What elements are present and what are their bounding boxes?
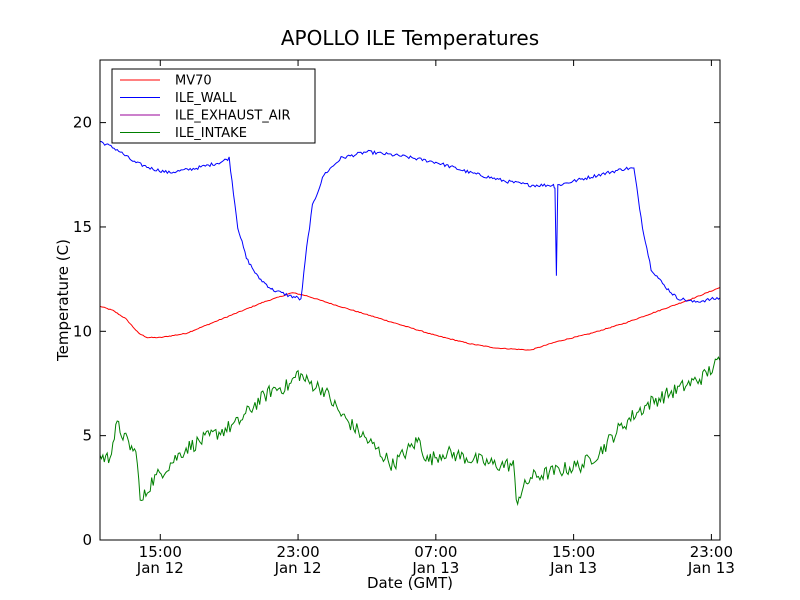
x-tick-date-label: Jan 12 <box>274 559 322 577</box>
plot-frame <box>99 59 721 541</box>
y-tick-label: 10 <box>73 322 92 340</box>
x-tick-date-label: Jan 13 <box>411 559 459 577</box>
y-tick-label: 5 <box>82 427 92 445</box>
x-tick-date-label: Jan 12 <box>136 559 184 577</box>
x-tick-date-label: Jan 13 <box>549 559 597 577</box>
x-axis-label: Date (GMT) <box>366 574 454 592</box>
y-tick-label: 20 <box>73 114 92 132</box>
series-layer <box>99 140 721 507</box>
x-tick-time-label: 23:00 <box>690 543 733 561</box>
legend-label: MV70 <box>175 74 212 89</box>
legend-box <box>111 68 316 144</box>
legend-label: ILE_WALL <box>175 91 237 106</box>
series-line-mv70 <box>99 287 721 351</box>
y-tick-label: 0 <box>82 531 92 549</box>
legend: MV70 ILE_WALL ILE_EXHAUST_AIR ILE_INTAKE <box>111 68 316 144</box>
x-tick-time-label: 15:00 <box>552 543 595 561</box>
series-line-ile-wall <box>99 140 721 303</box>
y-axis-ticks: 0 5 10 15 20 <box>73 114 720 549</box>
chart-title: APOLLO ILE Temperatures <box>280 26 540 50</box>
legend-label: ILE_INTAKE <box>175 126 247 141</box>
y-tick-label: 15 <box>73 218 92 236</box>
y-axis-label: Temperature (C) <box>54 239 72 361</box>
x-tick-time-label: 07:00 <box>414 543 457 561</box>
x-tick-time-label: 15:00 <box>139 543 182 561</box>
series-line-ile-intake <box>99 356 721 507</box>
x-tick-time-label: 23:00 <box>276 543 319 561</box>
legend-label: ILE_EXHAUST_AIR <box>175 109 291 124</box>
x-tick-date-label: Jan 13 <box>687 559 735 577</box>
